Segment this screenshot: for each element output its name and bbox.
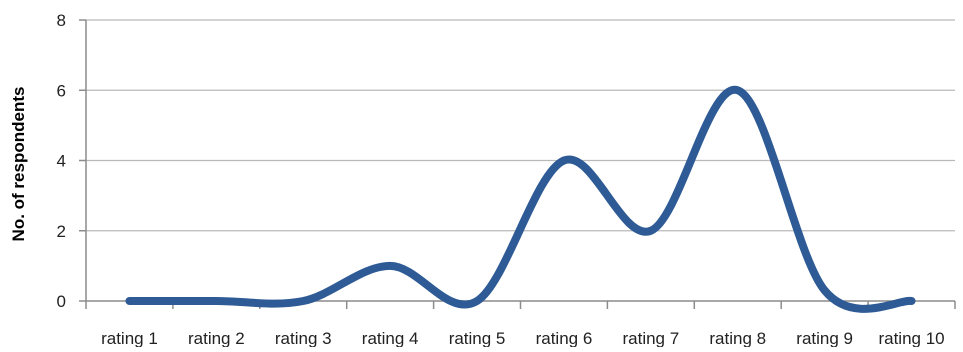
x-tick-label: rating 4 <box>362 329 419 347</box>
axes <box>79 20 955 309</box>
x-tick-label: rating 6 <box>536 329 593 347</box>
y-tick-label: 8 <box>57 11 66 30</box>
series-lines <box>129 90 911 309</box>
x-tick-label: rating 7 <box>622 329 679 347</box>
y-tick-labels: 0 2 4 6 8 <box>57 11 66 311</box>
y-axis-label: No. of respondents <box>9 87 28 242</box>
y-tick-label: 2 <box>57 222 66 241</box>
x-tick-labels: rating 1 rating 2 rating 3 rating 4 rating 5… <box>101 329 945 347</box>
x-tick-label: rating 10 <box>878 329 944 347</box>
y-tick-label: 0 <box>57 292 66 311</box>
x-tick-label: rating 8 <box>709 329 766 347</box>
y-tick-label: 6 <box>57 81 66 100</box>
x-tick-label: rating 5 <box>449 329 506 347</box>
y-tick-label: 4 <box>57 152 66 171</box>
x-tick-label: rating 2 <box>188 329 245 347</box>
x-tick-label: rating 9 <box>796 329 853 347</box>
x-tick-label: rating 1 <box>101 329 158 347</box>
grid-lines <box>86 20 955 231</box>
x-tick-label: rating 3 <box>275 329 332 347</box>
series-line-0 <box>129 90 911 309</box>
